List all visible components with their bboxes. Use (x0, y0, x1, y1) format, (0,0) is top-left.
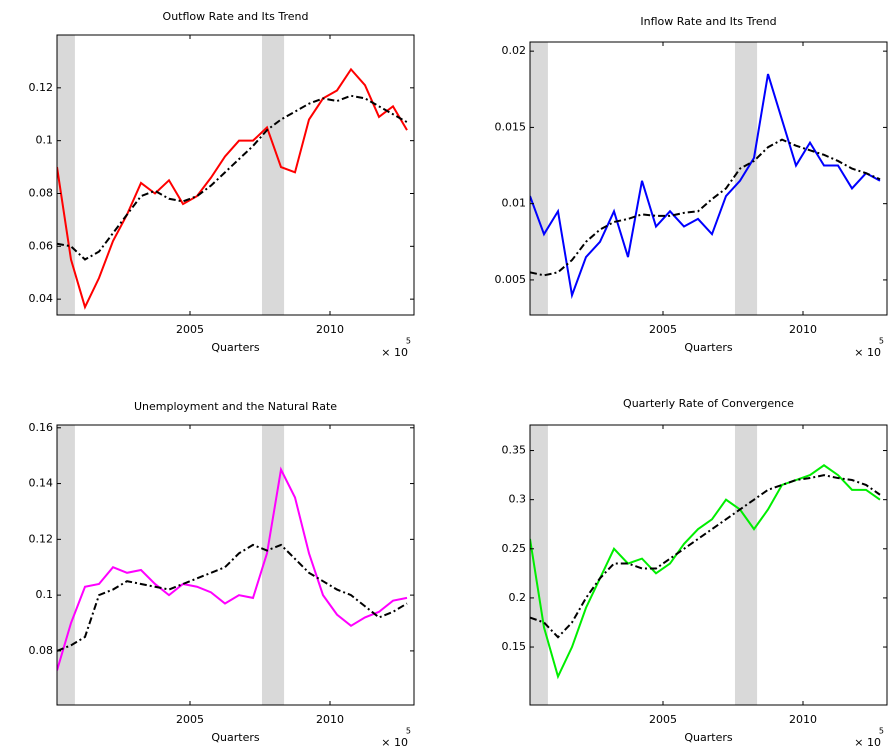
shaded-region (261, 35, 285, 315)
y-tick-label: 0.12 (29, 532, 54, 545)
y-tick-label: 0.015 (495, 120, 527, 133)
subplot-title: Inflow Rate and Its Trend (640, 15, 776, 28)
y-tick-label: 0.12 (29, 81, 54, 94)
shaded-region (261, 425, 285, 705)
x-tick-label: 2005 (649, 323, 677, 336)
x-multiplier: × 10 (854, 736, 881, 749)
x-tick-label: 2010 (316, 323, 344, 336)
y-tick-label: 0.08 (29, 644, 54, 657)
shaded-region (57, 35, 75, 315)
y-tick-label: 0.25 (502, 542, 527, 555)
x-tick-label: 2010 (789, 713, 817, 726)
y-tick-label: 0.08 (29, 186, 54, 199)
subplot-title: Outflow Rate and Its Trend (163, 10, 309, 23)
shaded-region (530, 42, 548, 315)
y-tick-label: 0.1 (36, 134, 54, 147)
subplot: 0.005 0.01 0.015 0.02 2005 2010 Inflow Rate an… (495, 15, 888, 359)
data-line (530, 464, 881, 680)
y-tick-label: 0.2 (509, 591, 527, 604)
data-line (530, 73, 881, 300)
data-line (57, 67, 408, 310)
x-tick-label: 2005 (176, 323, 204, 336)
plot-area (57, 425, 408, 705)
x-tick-label: 2010 (789, 323, 817, 336)
plot-area (530, 42, 881, 315)
x-multiplier-exponent: 5 (406, 727, 411, 736)
plot-area (57, 35, 408, 315)
y-tick-label: 0.14 (29, 477, 54, 490)
plot-area (530, 425, 881, 705)
y-tick-label: 0.16 (29, 421, 54, 434)
y-tick-label: 0.35 (502, 444, 527, 457)
axes-frame (56, 424, 415, 706)
axes-frame (56, 34, 415, 316)
x-multiplier-exponent: 5 (879, 337, 884, 346)
axes-frame (529, 424, 888, 706)
data-line (530, 474, 881, 639)
data-line (57, 466, 408, 671)
shaded-region (734, 425, 758, 705)
y-tick-label: 0.01 (502, 197, 527, 210)
data-line (57, 94, 408, 261)
subplot-title: Quarterly Rate of Convergence (623, 397, 794, 410)
axes-frame (529, 41, 888, 316)
x-tick-label: 2005 (176, 713, 204, 726)
x-axis-label: Quarters (211, 731, 259, 744)
y-tick-label: 0.3 (509, 493, 527, 506)
y-tick-label: 0.1 (36, 588, 54, 601)
subplot: 0.08 0.1 0.12 0.14 0.16 2005 2010 Unemployment … (29, 400, 415, 749)
shaded-region (530, 425, 548, 705)
x-tick-label: 2010 (316, 713, 344, 726)
x-multiplier: × 10 (381, 346, 408, 359)
x-multiplier-exponent: 5 (879, 727, 884, 736)
y-tick-label: 0.04 (29, 292, 54, 305)
subplot: 0.15 0.2 0.25 0.3 0.35 2005 2010 Quarterly Rate… (502, 397, 888, 749)
x-tick-label: 2005 (649, 713, 677, 726)
subplot: 0.04 0.06 0.08 0.1 0.12 2005 2010 Outflow Rate … (29, 10, 415, 359)
x-axis-label: Quarters (684, 341, 732, 354)
subplot-title: Unemployment and the Natural Rate (134, 400, 337, 413)
x-axis-label: Quarters (211, 341, 259, 354)
y-tick-label: 0.06 (29, 239, 54, 252)
x-multiplier-exponent: 5 (406, 337, 411, 346)
data-line (57, 543, 408, 652)
shaded-region (734, 42, 758, 315)
x-multiplier: × 10 (854, 346, 881, 359)
shaded-region (57, 425, 75, 705)
data-line (530, 138, 881, 277)
x-multiplier: × 10 (381, 736, 408, 749)
x-axis-label: Quarters (684, 731, 732, 744)
y-tick-label: 0.15 (502, 640, 527, 653)
y-tick-label: 0.005 (495, 273, 527, 286)
y-tick-label: 0.02 (502, 44, 527, 57)
